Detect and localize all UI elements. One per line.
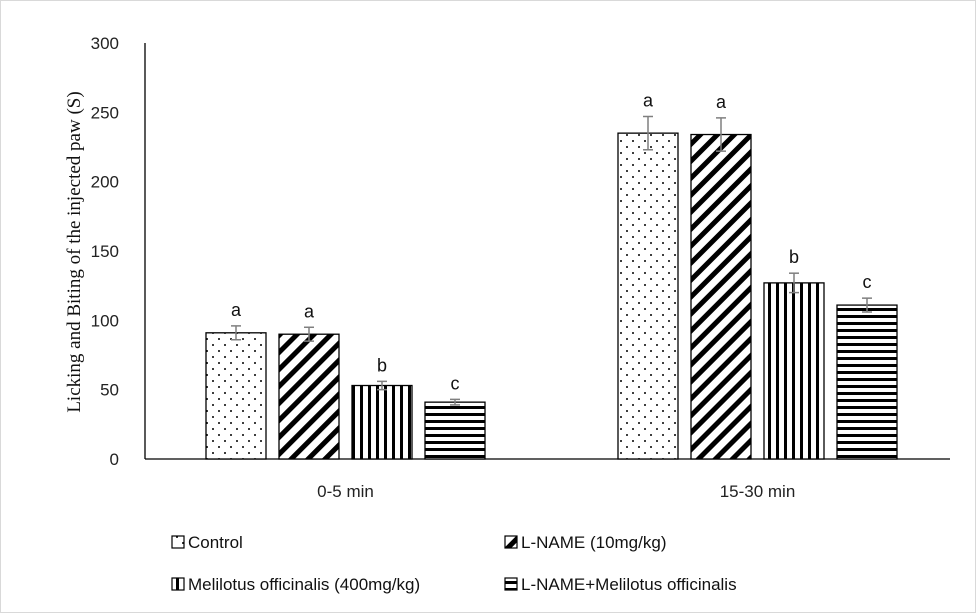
bar	[690, 133, 752, 460]
y-tick-label: 200	[91, 173, 119, 192]
bar	[836, 304, 898, 460]
bar	[278, 333, 340, 460]
significance-label: b	[789, 247, 799, 267]
y-axis-label: Licking and Biting of the injected paw (…	[64, 91, 85, 412]
legend-swatch	[504, 577, 518, 591]
y-tick-label: 250	[91, 103, 119, 122]
significance-label: a	[643, 90, 654, 110]
legend-label: Control	[188, 533, 243, 552]
legend-label: L-NAME (10mg/kg)	[521, 533, 666, 552]
x-tick-label: 15-30 min	[720, 482, 796, 501]
significance-label: a	[231, 300, 242, 320]
legend-swatch	[171, 535, 185, 549]
significance-label: c	[451, 373, 460, 393]
bar	[205, 332, 267, 460]
bar	[424, 401, 486, 460]
legend: Control L-NAME (10mg/kg) Melilotus officin…	[171, 533, 737, 594]
y-tick-label: 150	[91, 242, 119, 261]
y-tick-label: 0	[110, 450, 119, 469]
bar	[617, 132, 679, 460]
y-tick-label: 100	[91, 311, 119, 330]
significance-label: c	[863, 272, 872, 292]
significance-label: b	[377, 355, 387, 375]
x-tick-label: 0-5 min	[317, 482, 374, 501]
y-tick-label: 300	[91, 34, 119, 53]
significance-label: a	[716, 92, 727, 112]
legend-swatch	[504, 535, 518, 549]
bar	[351, 384, 413, 460]
legend-label: Melilotus officinalis (400mg/kg)	[188, 575, 420, 594]
bars-group: a a b c a a b c	[205, 90, 898, 460]
y-tick-labels: 0 50 100 150 200 250 300	[91, 34, 119, 469]
legend-swatch	[171, 577, 185, 591]
x-tick-labels: 0-5 min 15-30 min	[317, 482, 795, 501]
legend-label: L-NAME+Melilotus officinalis	[521, 575, 737, 594]
significance-label: a	[304, 301, 315, 321]
bar	[763, 282, 825, 460]
y-tick-label: 50	[100, 381, 119, 400]
